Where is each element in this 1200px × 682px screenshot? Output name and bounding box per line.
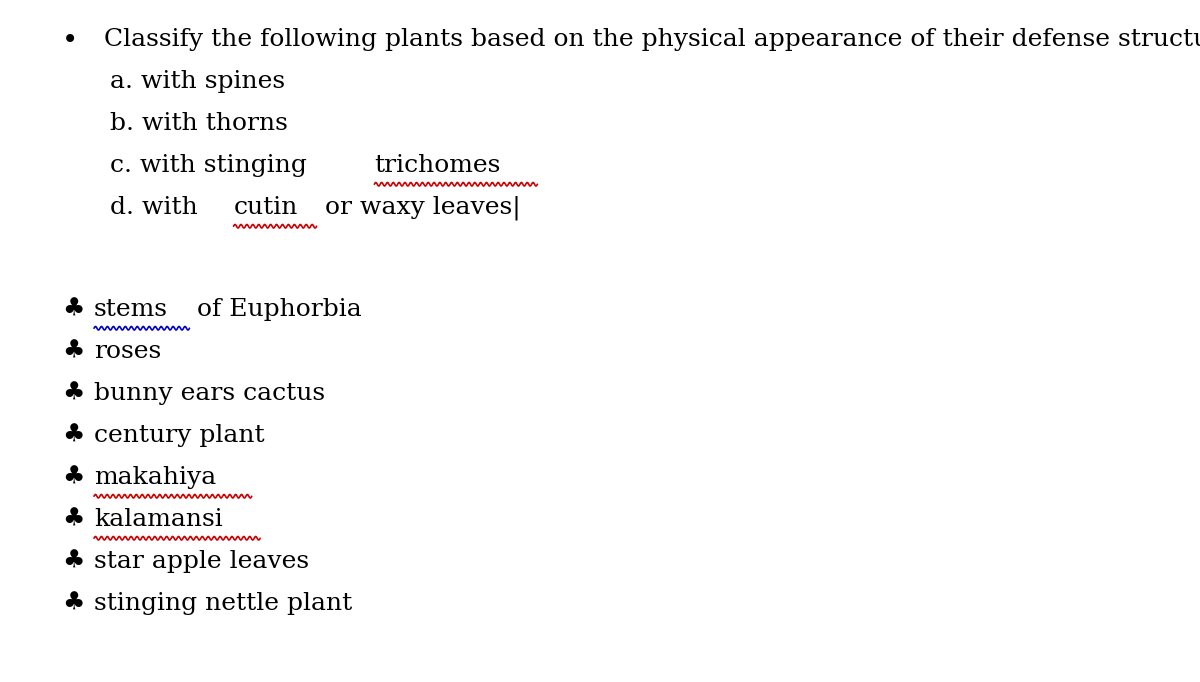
Text: b. with thorns: b. with thorns [110, 112, 288, 135]
Text: trichomes: trichomes [374, 154, 500, 177]
Text: •: • [62, 28, 78, 55]
Text: or waxy leaves|: or waxy leaves| [317, 196, 521, 220]
Text: century plant: century plant [94, 424, 265, 447]
Text: ♣: ♣ [62, 550, 84, 573]
Text: stinging nettle plant: stinging nettle plant [94, 592, 353, 615]
Text: ♣: ♣ [62, 592, 84, 615]
Text: Classify the following plants based on the physical appearance of their defense : Classify the following plants based on t… [104, 28, 1200, 51]
Text: bunny ears cactus: bunny ears cactus [94, 382, 325, 405]
Text: ♣: ♣ [62, 298, 84, 321]
Text: roses: roses [94, 340, 161, 363]
Text: ♣: ♣ [62, 424, 84, 447]
Text: ♣: ♣ [62, 340, 84, 363]
Text: ♣: ♣ [62, 508, 84, 531]
Text: makahiya: makahiya [94, 466, 216, 489]
Text: kalamansi: kalamansi [94, 508, 223, 531]
Text: c. with stinging: c. with stinging [110, 154, 314, 177]
Text: ♣: ♣ [62, 466, 84, 489]
Text: of Euphorbia: of Euphorbia [190, 298, 362, 321]
Text: stems: stems [94, 298, 168, 321]
Text: cutin: cutin [234, 196, 298, 219]
Text: ♣: ♣ [62, 382, 84, 405]
Text: a. with spines: a. with spines [110, 70, 286, 93]
Text: d. with: d. with [110, 196, 205, 219]
Text: star apple leaves: star apple leaves [94, 550, 310, 573]
